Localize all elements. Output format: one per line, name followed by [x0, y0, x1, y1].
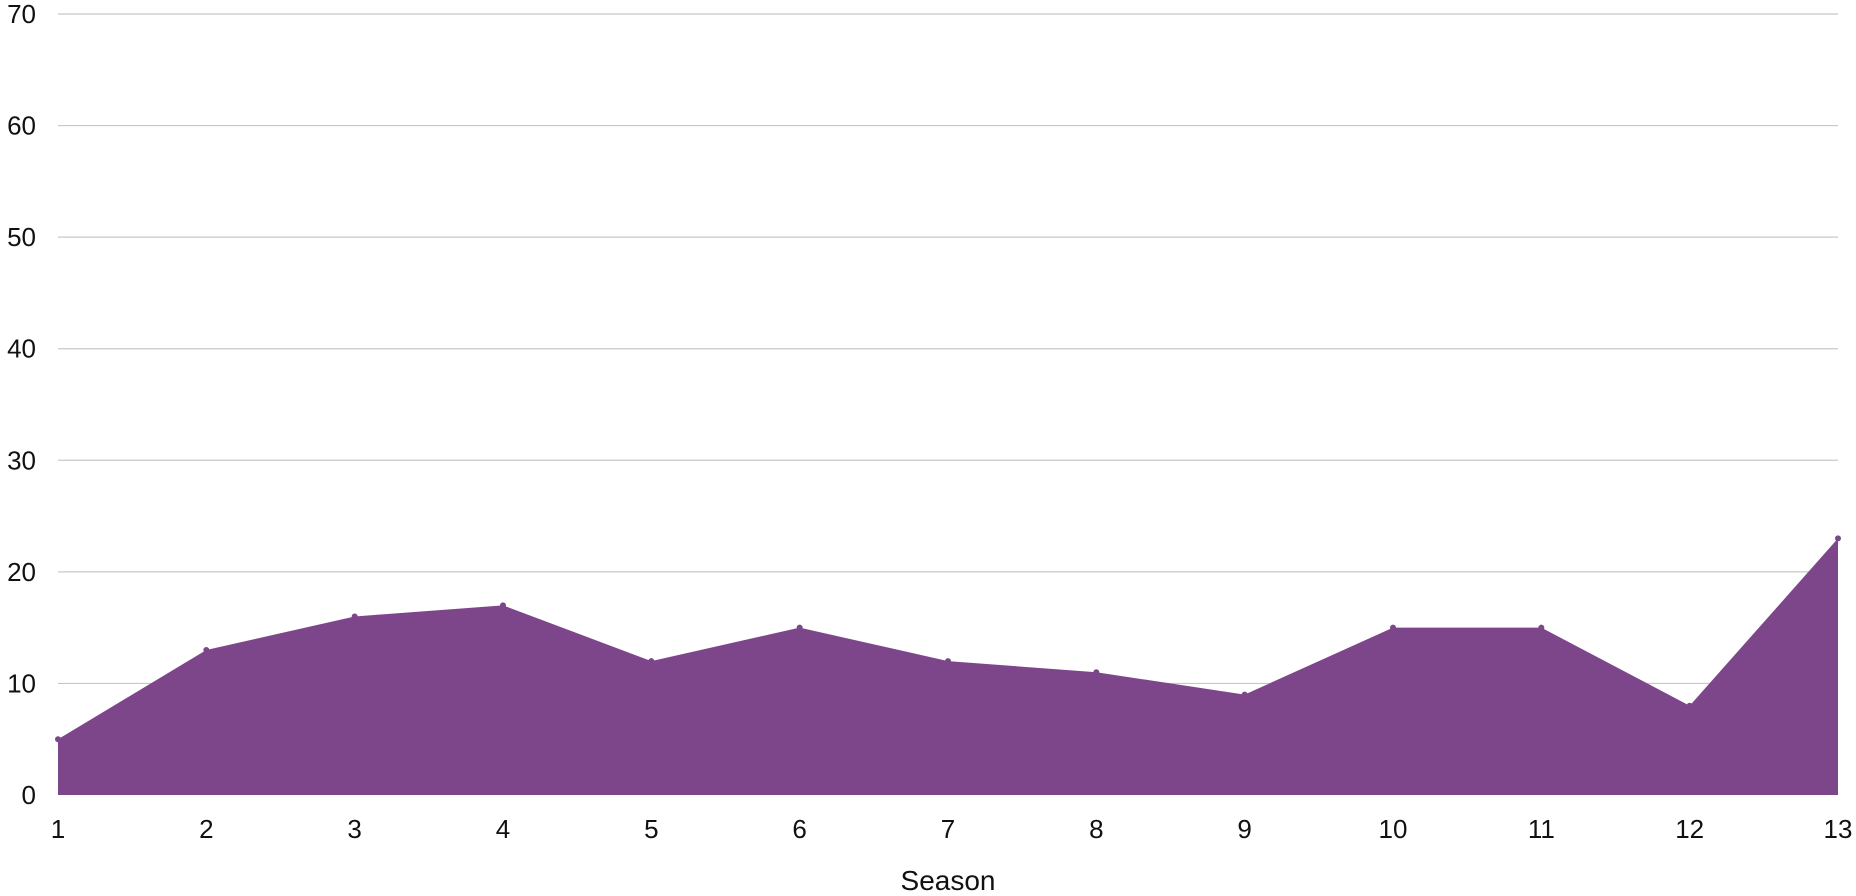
data-point-6 — [796, 624, 803, 631]
x-tick-label: 8 — [1089, 814, 1103, 844]
x-tick-label: 13 — [1824, 814, 1853, 844]
y-tick-label: 20 — [7, 557, 36, 587]
x-tick-label: 6 — [792, 814, 806, 844]
data-point-10 — [1390, 624, 1396, 631]
plot-area — [55, 535, 1841, 795]
data-point-7 — [945, 658, 951, 665]
x-axis-title: Season — [901, 865, 996, 896]
data-point-11 — [1538, 624, 1545, 631]
data-point-1 — [55, 736, 61, 743]
y-tick-label: 30 — [7, 445, 36, 475]
x-tick-label: 5 — [644, 814, 658, 844]
y-tick-label: 40 — [7, 334, 36, 364]
data-point-4 — [500, 602, 506, 609]
data-point-12 — [1686, 702, 1693, 709]
x-tick-label: 4 — [496, 814, 510, 844]
data-point-5 — [648, 658, 655, 665]
y-tick-label: 10 — [7, 668, 36, 698]
x-axis-tick-labels: 1 2 3 4 5 6 7 8 9 10 11 12 13 — [51, 814, 1853, 844]
x-tick-label: 3 — [347, 814, 361, 844]
area-series-0 — [58, 538, 1838, 795]
y-axis-tick-labels: 0 10 20 30 40 50 60 70 — [7, 0, 36, 810]
x-tick-label: 10 — [1379, 814, 1408, 844]
y-tick-label: 0 — [22, 780, 36, 810]
y-tick-label: 70 — [7, 0, 36, 29]
data-point-9 — [1241, 691, 1248, 698]
data-point-13 — [1835, 535, 1841, 542]
y-tick-label: 50 — [7, 222, 36, 252]
x-tick-label: 1 — [51, 814, 65, 844]
gridlines — [58, 13, 1838, 685]
x-tick-label: 7 — [941, 814, 955, 844]
data-point-3 — [351, 613, 358, 620]
data-point-2 — [203, 646, 210, 653]
data-point-8 — [1093, 669, 1100, 676]
x-tick-label: 12 — [1675, 814, 1704, 844]
y-tick-label: 60 — [7, 111, 36, 141]
x-tick-label: 2 — [199, 814, 213, 844]
x-tick-label: 9 — [1237, 814, 1251, 844]
x-tick-label: 11 — [1528, 814, 1555, 844]
